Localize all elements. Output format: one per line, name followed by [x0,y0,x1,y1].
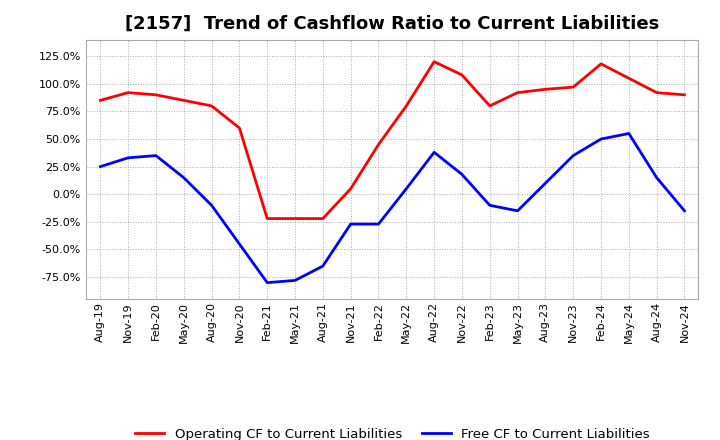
Operating CF to Current Liabilities [291,216,300,221]
Operating CF to Current Liabilities [318,216,327,221]
Legend: Operating CF to Current Liabilities, Free CF to Current Liabilities: Operating CF to Current Liabilities, Fre… [130,422,655,440]
Operating CF to Current Liabilities [597,61,606,66]
Free CF to Current Liabilities [263,280,271,285]
Operating CF to Current Liabilities [179,98,188,103]
Free CF to Current Liabilities [318,264,327,269]
Operating CF to Current Liabilities [485,103,494,109]
Operating CF to Current Liabilities [152,92,161,98]
Operating CF to Current Liabilities [346,186,355,191]
Free CF to Current Liabilities [374,221,383,227]
Operating CF to Current Liabilities [680,92,689,98]
Operating CF to Current Liabilities [569,84,577,90]
Free CF to Current Liabilities [652,175,661,180]
Operating CF to Current Liabilities [374,142,383,147]
Free CF to Current Liabilities [402,186,410,191]
Operating CF to Current Liabilities [235,125,243,131]
Free CF to Current Liabilities [569,153,577,158]
Free CF to Current Liabilities [179,175,188,180]
Operating CF to Current Liabilities [207,103,216,109]
Free CF to Current Liabilities [541,180,550,186]
Free CF to Current Liabilities [458,172,467,177]
Operating CF to Current Liabilities [624,76,633,81]
Operating CF to Current Liabilities [430,59,438,64]
Free CF to Current Liabilities [124,155,132,161]
Operating CF to Current Liabilities [96,98,104,103]
Operating CF to Current Liabilities [402,103,410,109]
Free CF to Current Liabilities [513,208,522,213]
Operating CF to Current Liabilities [541,87,550,92]
Free CF to Current Liabilities [291,278,300,283]
Operating CF to Current Liabilities [124,90,132,95]
Free CF to Current Liabilities [152,153,161,158]
Operating CF to Current Liabilities [513,90,522,95]
Line: Operating CF to Current Liabilities: Operating CF to Current Liabilities [100,62,685,219]
Operating CF to Current Liabilities [263,216,271,221]
Free CF to Current Liabilities [680,208,689,213]
Free CF to Current Liabilities [207,203,216,208]
Title: [2157]  Trend of Cashflow Ratio to Current Liabilities: [2157] Trend of Cashflow Ratio to Curren… [125,15,660,33]
Free CF to Current Liabilities [485,203,494,208]
Free CF to Current Liabilities [430,150,438,155]
Operating CF to Current Liabilities [652,90,661,95]
Free CF to Current Liabilities [624,131,633,136]
Free CF to Current Liabilities [235,241,243,246]
Operating CF to Current Liabilities [458,72,467,77]
Free CF to Current Liabilities [597,136,606,142]
Free CF to Current Liabilities [96,164,104,169]
Free CF to Current Liabilities [346,221,355,227]
Line: Free CF to Current Liabilities: Free CF to Current Liabilities [100,133,685,282]
